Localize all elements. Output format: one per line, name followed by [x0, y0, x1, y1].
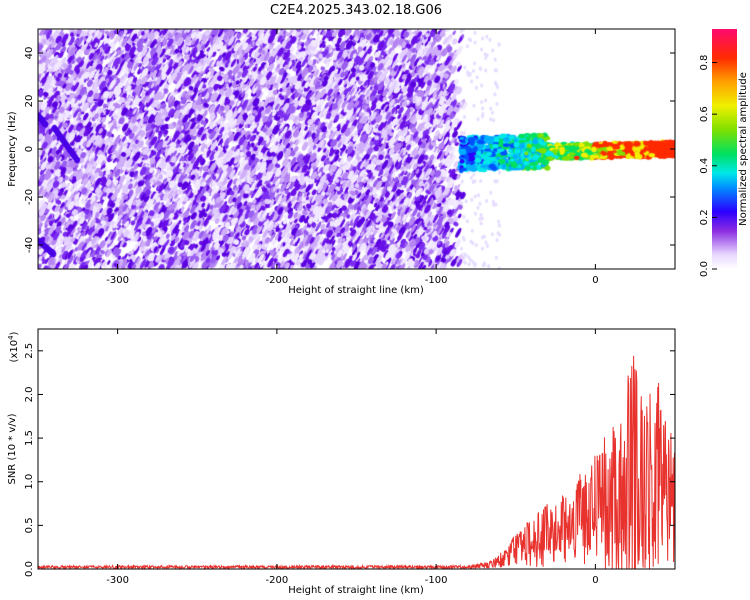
y-tick-label: -20 [24, 189, 35, 205]
snr-panel: -300 -200 -100 0 0.0 0.5 1.0 1.5 2.0 2.5 Height … [7, 328, 676, 596]
y-tick-label: 1.5 [24, 430, 35, 446]
colorbar-tick-label: 0.4 [699, 158, 710, 174]
spectrogram-x-label: Height of straight line (km) [288, 285, 424, 296]
colorbar: 0.0 0.2 0.4 0.6 0.8 Normalized spectral ampl… [699, 29, 749, 277]
snr-x-label: Height of straight line (km) [288, 585, 424, 596]
colorbar-tick-label: 0.6 [699, 106, 710, 122]
x-tick-label: -300 [106, 575, 129, 586]
x-tick-label: -200 [266, 275, 289, 286]
x-tick-label: 0 [592, 575, 598, 586]
snr-x-axis: -300 -200 -100 0 [106, 329, 599, 586]
snr-multiplier: (x104) [7, 331, 20, 362]
y-tick-label: 0.0 [24, 561, 35, 577]
spectrogram-image [38, 29, 675, 269]
y-tick-label: 2.5 [24, 343, 35, 359]
y-tick-label: 2.0 [24, 387, 35, 403]
spectrogram-y-axis: -40 -20 0 20 40 [24, 47, 675, 253]
y-tick-label: 0.5 [24, 517, 35, 533]
snr-series-line [37, 355, 676, 571]
x-tick-label: -200 [266, 575, 289, 586]
snr-y-label: SNR (10 * v/v) [7, 413, 18, 484]
y-tick-label: -40 [24, 237, 35, 253]
x-tick-label: -100 [425, 575, 448, 586]
x-tick-label: -300 [106, 275, 129, 286]
snr-frame [37, 328, 676, 570]
y-tick-label: 20 [24, 95, 35, 108]
x-tick-label: 0 [592, 275, 598, 286]
spectrogram-y-label: Frequency (Hz) [7, 111, 18, 187]
colorbar-gradient [712, 29, 737, 269]
colorbar-ticks: 0.0 0.2 0.4 0.6 0.8 [699, 55, 717, 277]
snr-y-axis: 0.0 0.5 1.0 1.5 2.0 2.5 [24, 343, 675, 577]
colorbar-label: Normalized spectral amplitude [738, 72, 749, 226]
x-tick-label: -100 [425, 275, 448, 286]
y-tick-label: 0 [24, 146, 35, 152]
figure-title: C2E4.2025.343.02.18.G06 [270, 3, 442, 18]
colorbar-tick-label: 0.2 [699, 209, 710, 225]
colorbar-tick-label: 0.8 [699, 55, 710, 71]
colorbar-tick-label: 0.0 [699, 261, 710, 277]
y-tick-label: 40 [24, 47, 35, 60]
spectrogram-x-axis: -300 -200 -100 0 [106, 29, 599, 286]
y-tick-label: 1.0 [24, 474, 35, 490]
